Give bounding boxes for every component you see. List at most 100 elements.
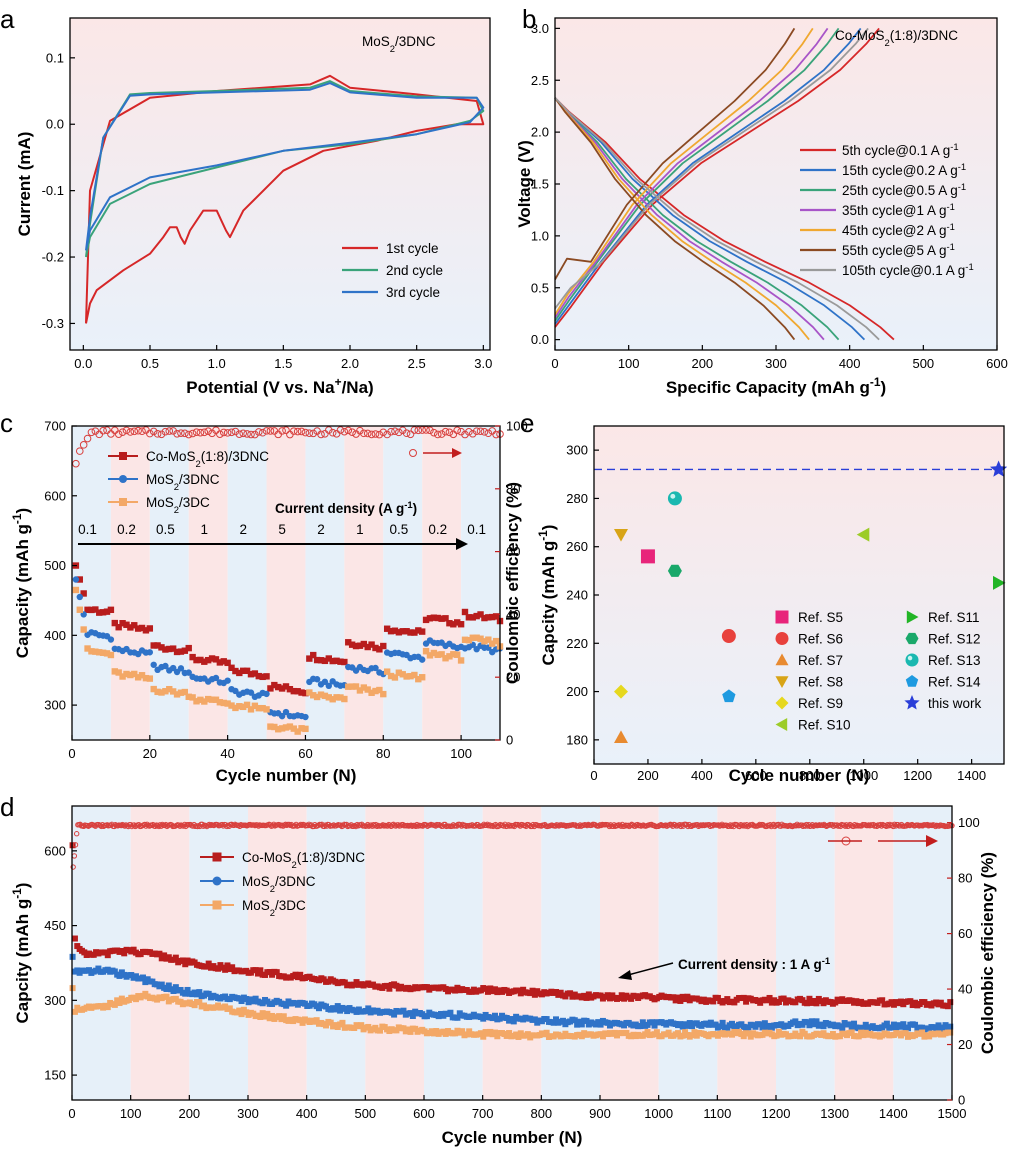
c-current-density-value: 0.5 (389, 522, 408, 537)
cycle-point (95, 965, 102, 972)
cycle-point (848, 1024, 855, 1031)
rate-point (278, 725, 286, 732)
cycle-point (184, 986, 191, 993)
ce-point (387, 427, 395, 436)
rate-point (228, 702, 235, 709)
rate-point (142, 674, 150, 682)
rate-point (446, 653, 453, 660)
ce-point (154, 822, 161, 829)
ce-point (418, 426, 426, 434)
cycle-point (299, 1019, 306, 1026)
ce-point (114, 430, 123, 438)
cycle-point (222, 966, 229, 973)
rate-point (333, 657, 340, 664)
rate-point (282, 724, 290, 731)
cycle-band (248, 806, 307, 1100)
rate-point (345, 639, 352, 646)
rate-point (224, 677, 231, 684)
rate-point (197, 656, 204, 664)
d-x-tick-label: 1100 (703, 1106, 731, 1121)
cycle-point (743, 998, 750, 1005)
c-current-density-value: 0.2 (117, 522, 136, 537)
cycle-point (132, 996, 139, 1003)
cycle-point (740, 1033, 747, 1040)
cycle-point (71, 935, 78, 942)
e-x-axis-label: Cycle number (N) (729, 766, 870, 785)
cycle-point (553, 1016, 559, 1023)
rate-point (131, 622, 138, 629)
rate-point (313, 693, 321, 701)
cycle-point (665, 1029, 672, 1036)
rate-point (169, 664, 177, 672)
cycle-point (327, 1019, 334, 1026)
ce-point (111, 426, 119, 435)
cycle-band (305, 426, 345, 740)
ce-point (766, 823, 772, 829)
cycle-band (541, 806, 600, 1100)
rate-point (251, 670, 259, 677)
d-y-axis-label: Capcity (mAh g-1) (10, 883, 32, 1024)
ce-point (328, 428, 337, 437)
b-legend-label: 35th cycle@1 A g-1 (842, 202, 955, 219)
e-y-tick-label: 220 (566, 636, 588, 651)
c-x-tick-label: 80 (376, 746, 390, 761)
rate-point (169, 645, 177, 652)
cycle-point (477, 1030, 484, 1037)
c-x-tick-label: 0 (68, 746, 75, 761)
cycle-point (480, 1015, 487, 1022)
a-y-tick-label: -0.2 (42, 250, 64, 265)
b-y-tick-label: 0.5 (531, 280, 549, 295)
d-x-tick-label: 1300 (820, 1106, 849, 1121)
rate-point (243, 701, 251, 709)
ce-point (278, 427, 286, 435)
cycle-point (313, 1017, 320, 1024)
cycle-point (717, 1023, 724, 1030)
cycle-point (243, 995, 250, 1002)
e-x-tick-label: 1200 (903, 768, 932, 783)
c-current-density-value: 1 (356, 522, 364, 537)
rate-point (407, 629, 414, 636)
rate-point (380, 690, 387, 698)
ce-point (340, 427, 349, 436)
ce-point (152, 823, 159, 830)
rate-point (457, 621, 465, 628)
axes-frame (71, 425, 501, 741)
cycle-point (139, 974, 146, 981)
rate-point (492, 613, 500, 620)
cycle-point (890, 1021, 897, 1028)
plot-layer (69, 27, 1008, 1041)
e-legend-marker (905, 675, 919, 687)
cycle-point (165, 982, 172, 989)
cycle-point (254, 970, 261, 977)
ce-point (118, 428, 127, 436)
rate-point (119, 673, 126, 680)
ce-point (227, 428, 236, 437)
rate-point (469, 614, 476, 621)
e-data-point (667, 491, 682, 506)
a-x-tick-label: 0.0 (74, 356, 92, 371)
ce-point (231, 427, 240, 436)
c-current-density-value: 2 (239, 522, 247, 537)
cycle-point (182, 961, 189, 968)
ce-point (87, 428, 96, 437)
b-x-tick-label: 200 (691, 356, 713, 371)
rate-point (247, 689, 255, 696)
cycle-point (684, 993, 691, 1000)
rate-point (492, 637, 500, 645)
cycle-point (597, 1021, 604, 1028)
rate-point (473, 634, 480, 641)
rate-point (201, 658, 208, 665)
rate-point (383, 668, 391, 675)
rate-point (123, 621, 130, 628)
c-y2-axis-label: Coulombic efficiency (%) (503, 482, 522, 684)
cycle-point (813, 1018, 820, 1025)
rate-point (204, 656, 212, 664)
rate-point (119, 620, 126, 627)
charge-curve (554, 27, 869, 310)
cycle-band (365, 806, 424, 1100)
rate-point (259, 673, 266, 681)
rate-point (150, 685, 157, 693)
e-legend-marker (775, 676, 789, 688)
d-y2-tick-label: 100 (958, 815, 980, 830)
rate-point (329, 657, 336, 665)
